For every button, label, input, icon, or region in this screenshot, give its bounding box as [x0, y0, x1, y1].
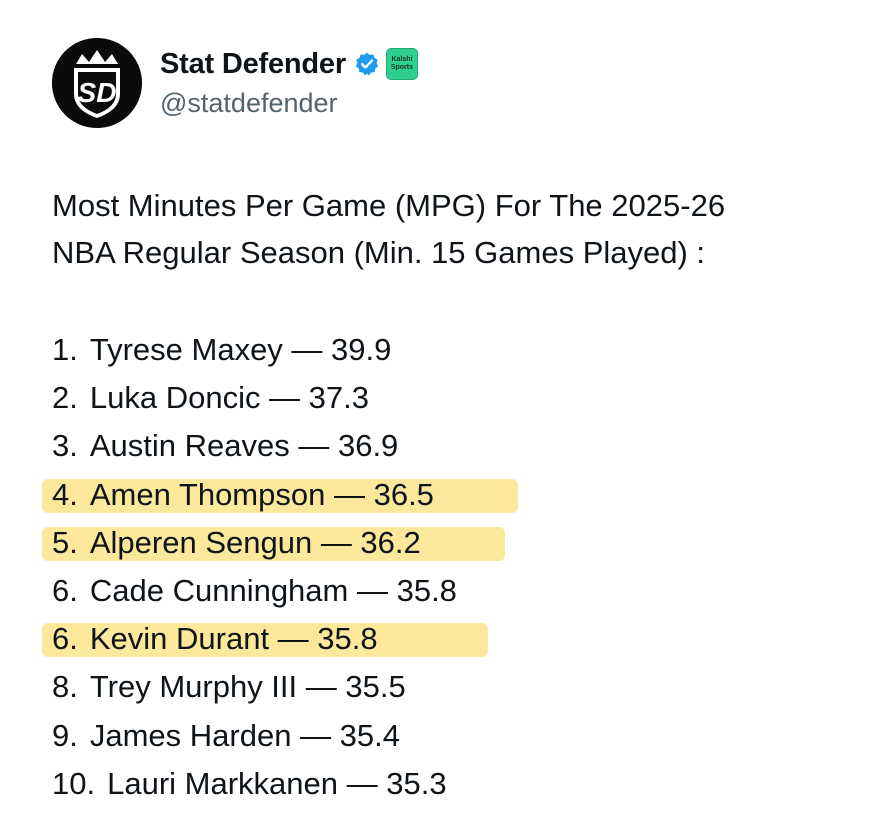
- list-item-text: 5. Alperen Sengun — 36.2: [52, 525, 421, 560]
- list-item-player: Cade Cunningham — 35.8: [89, 572, 457, 608]
- list-item-player: Luka Doncic — 37.3: [89, 380, 370, 416]
- post-text-line-2: NBA Regular Season (Min. 15 Games Played…: [52, 235, 706, 270]
- list-item-rank: 6.: [52, 572, 78, 608]
- list-item-player: Amen Thompson — 36.5: [89, 476, 434, 512]
- account-names: Stat Defender Kalshi Sports @statdefende…: [160, 44, 418, 119]
- list-item-rank: 1.: [52, 332, 78, 367]
- avatar-letters: SD: [78, 77, 117, 108]
- list-item-text: 6. Cade Cunningham — 35.8: [52, 573, 457, 608]
- list-item-rank: 6.: [52, 621, 78, 657]
- list-item-player: Kevin Durant — 35.8: [89, 621, 378, 657]
- list-item-player: Trey Murphy III — 35.5: [89, 669, 406, 705]
- list-item: 6. Kevin Durant — 35.8: [42, 615, 852, 663]
- list-item-player: Lauri Markkanen — 35.3: [107, 765, 447, 801]
- list-item-text: 10. Lauri Markkanen — 35.3: [52, 766, 447, 801]
- avatar[interactable]: SD: [52, 38, 142, 128]
- list-item: 10. Lauri Markkanen — 35.3: [52, 760, 852, 808]
- list-item-rank: 8.: [52, 669, 78, 705]
- list-item-rank: 5.: [52, 524, 78, 560]
- list-item-rank: 9.: [52, 717, 78, 753]
- list-item: 4. Amen Thompson — 36.5: [42, 471, 852, 519]
- list-item: 9. James Harden — 35.4: [52, 712, 852, 760]
- affiliate-badge-top: Kalshi: [391, 56, 413, 63]
- list-item-text: 1. Tyrese Maxey — 39.9: [52, 332, 391, 367]
- mpg-list: 1. Tyrese Maxey — 39.9 2. Luka Doncic — 37.…: [42, 326, 852, 808]
- list-item-text: 4. Amen Thompson — 36.5: [52, 477, 434, 512]
- list-item: 5. Alperen Sengun — 36.2: [42, 519, 852, 567]
- list-item: 2. Luka Doncic — 37.3: [52, 374, 852, 422]
- list-item-text: 8. Trey Murphy III — 35.5: [52, 669, 406, 704]
- list-item-text: 9. James Harden — 35.4: [52, 718, 400, 753]
- affiliate-badge[interactable]: Kalshi Sports: [385, 48, 418, 80]
- verified-badge-icon[interactable]: [354, 51, 380, 77]
- list-item-player: Tyrese Maxey — 39.9: [89, 332, 392, 367]
- highlight-mark: [42, 478, 518, 513]
- list-item-text: 3. Austin Reaves — 36.9: [52, 428, 398, 463]
- post-text: Most Minutes Per Game (MPG) For The 2025…: [52, 182, 852, 276]
- post-header: SD Stat Defender Kalshi Sports @statdefe…: [52, 38, 752, 130]
- list-item-rank: 10.: [52, 765, 96, 801]
- list-item-player: Alperen Sengun — 36.2: [89, 524, 421, 560]
- list-item-rank: 3.: [52, 428, 78, 464]
- list-item: 8. Trey Murphy III — 35.5: [52, 663, 852, 711]
- list-item-player: Austin Reaves — 36.9: [89, 428, 399, 464]
- list-item: 1. Tyrese Maxey — 39.9: [52, 326, 852, 374]
- list-item: 6. Cade Cunningham — 35.8: [52, 567, 852, 615]
- affiliate-badge-bottom: Sports: [390, 64, 414, 71]
- display-name[interactable]: Stat Defender: [160, 47, 346, 80]
- list-item-player: James Harden — 35.4: [89, 717, 401, 753]
- list-item-rank: 4.: [52, 476, 78, 512]
- list-item: 3. Austin Reaves — 36.9: [52, 422, 852, 470]
- handle[interactable]: @statdefender: [160, 88, 338, 118]
- list-item-text: 2. Luka Doncic — 37.3: [52, 380, 369, 415]
- list-item-rank: 2.: [52, 380, 78, 416]
- list-item-text: 6. Kevin Durant — 35.8: [52, 621, 378, 656]
- highlight-mark: [42, 526, 505, 561]
- highlight-mark: [42, 623, 488, 658]
- post-text-line-1: Most Minutes Per Game (MPG) For The 2025…: [52, 188, 726, 223]
- sd-crown-logo-icon: SD: [52, 38, 142, 128]
